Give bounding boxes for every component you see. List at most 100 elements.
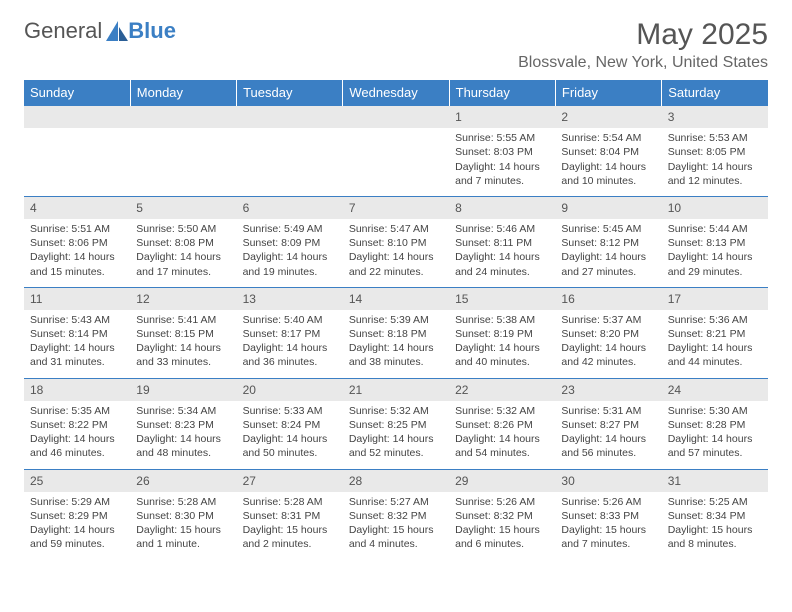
day-body: Sunrise: 5:54 AMSunset: 8:04 PMDaylight:… xyxy=(555,128,661,196)
calendar-cell: 29Sunrise: 5:26 AMSunset: 8:32 PMDayligh… xyxy=(449,469,555,559)
calendar-cell: 14Sunrise: 5:39 AMSunset: 8:18 PMDayligh… xyxy=(343,287,449,378)
day-header: Tuesday xyxy=(237,80,343,106)
calendar-cell xyxy=(237,106,343,197)
day-body: Sunrise: 5:28 AMSunset: 8:30 PMDaylight:… xyxy=(130,492,236,560)
day-number: 24 xyxy=(662,379,768,401)
day-number: 3 xyxy=(662,106,768,128)
day-number: 5 xyxy=(130,197,236,219)
day-body: Sunrise: 5:25 AMSunset: 8:34 PMDaylight:… xyxy=(662,492,768,560)
day-body: Sunrise: 5:55 AMSunset: 8:03 PMDaylight:… xyxy=(449,128,555,196)
day-body: Sunrise: 5:28 AMSunset: 8:31 PMDaylight:… xyxy=(237,492,343,560)
day-body: Sunrise: 5:36 AMSunset: 8:21 PMDaylight:… xyxy=(662,310,768,378)
calendar-cell: 5Sunrise: 5:50 AMSunset: 8:08 PMDaylight… xyxy=(130,196,236,287)
day-number: 21 xyxy=(343,379,449,401)
title-block: May 2025 Blossvale, New York, United Sta… xyxy=(518,18,768,72)
calendar-cell: 19Sunrise: 5:34 AMSunset: 8:23 PMDayligh… xyxy=(130,378,236,469)
location-text: Blossvale, New York, United States xyxy=(518,54,768,72)
calendar-cell: 25Sunrise: 5:29 AMSunset: 8:29 PMDayligh… xyxy=(24,469,130,559)
day-number: 13 xyxy=(237,288,343,310)
day-body: Sunrise: 5:34 AMSunset: 8:23 PMDaylight:… xyxy=(130,401,236,469)
calendar-cell: 20Sunrise: 5:33 AMSunset: 8:24 PMDayligh… xyxy=(237,378,343,469)
calendar-cell: 13Sunrise: 5:40 AMSunset: 8:17 PMDayligh… xyxy=(237,287,343,378)
day-header: Friday xyxy=(555,80,661,106)
logo-text-2: Blue xyxy=(128,18,176,44)
day-number: 2 xyxy=(555,106,661,128)
day-body: Sunrise: 5:41 AMSunset: 8:15 PMDaylight:… xyxy=(130,310,236,378)
day-body: Sunrise: 5:32 AMSunset: 8:26 PMDaylight:… xyxy=(449,401,555,469)
day-number: 18 xyxy=(24,379,130,401)
day-body: Sunrise: 5:47 AMSunset: 8:10 PMDaylight:… xyxy=(343,219,449,287)
calendar-cell: 12Sunrise: 5:41 AMSunset: 8:15 PMDayligh… xyxy=(130,287,236,378)
calendar-week-row: 18Sunrise: 5:35 AMSunset: 8:22 PMDayligh… xyxy=(24,378,768,469)
day-body: Sunrise: 5:45 AMSunset: 8:12 PMDaylight:… xyxy=(555,219,661,287)
calendar-cell: 9Sunrise: 5:45 AMSunset: 8:12 PMDaylight… xyxy=(555,196,661,287)
day-number: 4 xyxy=(24,197,130,219)
day-body-empty xyxy=(237,128,343,192)
day-number: 20 xyxy=(237,379,343,401)
day-body: Sunrise: 5:30 AMSunset: 8:28 PMDaylight:… xyxy=(662,401,768,469)
calendar-cell: 18Sunrise: 5:35 AMSunset: 8:22 PMDayligh… xyxy=(24,378,130,469)
day-body: Sunrise: 5:44 AMSunset: 8:13 PMDaylight:… xyxy=(662,219,768,287)
calendar-cell: 8Sunrise: 5:46 AMSunset: 8:11 PMDaylight… xyxy=(449,196,555,287)
calendar-cell: 28Sunrise: 5:27 AMSunset: 8:32 PMDayligh… xyxy=(343,469,449,559)
calendar-cell: 30Sunrise: 5:26 AMSunset: 8:33 PMDayligh… xyxy=(555,469,661,559)
calendar-cell: 15Sunrise: 5:38 AMSunset: 8:19 PMDayligh… xyxy=(449,287,555,378)
calendar-cell xyxy=(130,106,236,197)
calendar-cell: 4Sunrise: 5:51 AMSunset: 8:06 PMDaylight… xyxy=(24,196,130,287)
day-body: Sunrise: 5:31 AMSunset: 8:27 PMDaylight:… xyxy=(555,401,661,469)
day-header: Monday xyxy=(130,80,236,106)
calendar-cell: 24Sunrise: 5:30 AMSunset: 8:28 PMDayligh… xyxy=(662,378,768,469)
calendar-table: SundayMondayTuesdayWednesdayThursdayFrid… xyxy=(24,80,768,559)
day-body: Sunrise: 5:37 AMSunset: 8:20 PMDaylight:… xyxy=(555,310,661,378)
day-number-empty xyxy=(343,106,449,128)
day-number-empty xyxy=(237,106,343,128)
day-number: 31 xyxy=(662,470,768,492)
calendar-cell: 1Sunrise: 5:55 AMSunset: 8:03 PMDaylight… xyxy=(449,106,555,197)
day-body: Sunrise: 5:26 AMSunset: 8:33 PMDaylight:… xyxy=(555,492,661,560)
day-number: 6 xyxy=(237,197,343,219)
day-number: 10 xyxy=(662,197,768,219)
day-header: Wednesday xyxy=(343,80,449,106)
day-number: 9 xyxy=(555,197,661,219)
day-number-empty xyxy=(130,106,236,128)
calendar-cell: 26Sunrise: 5:28 AMSunset: 8:30 PMDayligh… xyxy=(130,469,236,559)
day-header: Thursday xyxy=(449,80,555,106)
calendar-cell: 3Sunrise: 5:53 AMSunset: 8:05 PMDaylight… xyxy=(662,106,768,197)
day-body: Sunrise: 5:53 AMSunset: 8:05 PMDaylight:… xyxy=(662,128,768,196)
day-body: Sunrise: 5:32 AMSunset: 8:25 PMDaylight:… xyxy=(343,401,449,469)
calendar-week-row: 25Sunrise: 5:29 AMSunset: 8:29 PMDayligh… xyxy=(24,469,768,559)
calendar-cell: 27Sunrise: 5:28 AMSunset: 8:31 PMDayligh… xyxy=(237,469,343,559)
calendar-cell: 23Sunrise: 5:31 AMSunset: 8:27 PMDayligh… xyxy=(555,378,661,469)
day-number: 7 xyxy=(343,197,449,219)
day-body: Sunrise: 5:38 AMSunset: 8:19 PMDaylight:… xyxy=(449,310,555,378)
day-number: 15 xyxy=(449,288,555,310)
day-body: Sunrise: 5:29 AMSunset: 8:29 PMDaylight:… xyxy=(24,492,130,560)
day-number: 30 xyxy=(555,470,661,492)
day-number: 14 xyxy=(343,288,449,310)
header: General Blue May 2025 Blossvale, New Yor… xyxy=(24,18,768,72)
calendar-week-row: 1Sunrise: 5:55 AMSunset: 8:03 PMDaylight… xyxy=(24,106,768,197)
day-body-empty xyxy=(24,128,130,192)
day-number: 28 xyxy=(343,470,449,492)
day-number: 26 xyxy=(130,470,236,492)
calendar-cell: 16Sunrise: 5:37 AMSunset: 8:20 PMDayligh… xyxy=(555,287,661,378)
logo-sail-icon xyxy=(106,21,128,41)
day-body: Sunrise: 5:35 AMSunset: 8:22 PMDaylight:… xyxy=(24,401,130,469)
day-header-row: SundayMondayTuesdayWednesdayThursdayFrid… xyxy=(24,80,768,106)
calendar-cell: 11Sunrise: 5:43 AMSunset: 8:14 PMDayligh… xyxy=(24,287,130,378)
day-number: 25 xyxy=(24,470,130,492)
day-body-empty xyxy=(130,128,236,192)
calendar-week-row: 4Sunrise: 5:51 AMSunset: 8:06 PMDaylight… xyxy=(24,196,768,287)
day-number: 16 xyxy=(555,288,661,310)
day-body: Sunrise: 5:46 AMSunset: 8:11 PMDaylight:… xyxy=(449,219,555,287)
day-body: Sunrise: 5:33 AMSunset: 8:24 PMDaylight:… xyxy=(237,401,343,469)
calendar-cell: 6Sunrise: 5:49 AMSunset: 8:09 PMDaylight… xyxy=(237,196,343,287)
calendar-body: 1Sunrise: 5:55 AMSunset: 8:03 PMDaylight… xyxy=(24,106,768,560)
day-number: 19 xyxy=(130,379,236,401)
day-number: 12 xyxy=(130,288,236,310)
day-number: 22 xyxy=(449,379,555,401)
calendar-cell: 7Sunrise: 5:47 AMSunset: 8:10 PMDaylight… xyxy=(343,196,449,287)
calendar-cell: 31Sunrise: 5:25 AMSunset: 8:34 PMDayligh… xyxy=(662,469,768,559)
calendar-cell: 17Sunrise: 5:36 AMSunset: 8:21 PMDayligh… xyxy=(662,287,768,378)
day-body: Sunrise: 5:39 AMSunset: 8:18 PMDaylight:… xyxy=(343,310,449,378)
